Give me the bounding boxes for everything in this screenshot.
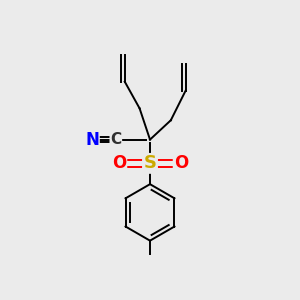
Text: S: S [143,154,157,172]
Text: N: N [85,130,99,148]
Text: C: C [110,132,122,147]
Text: O: O [112,154,126,172]
Text: O: O [174,154,188,172]
